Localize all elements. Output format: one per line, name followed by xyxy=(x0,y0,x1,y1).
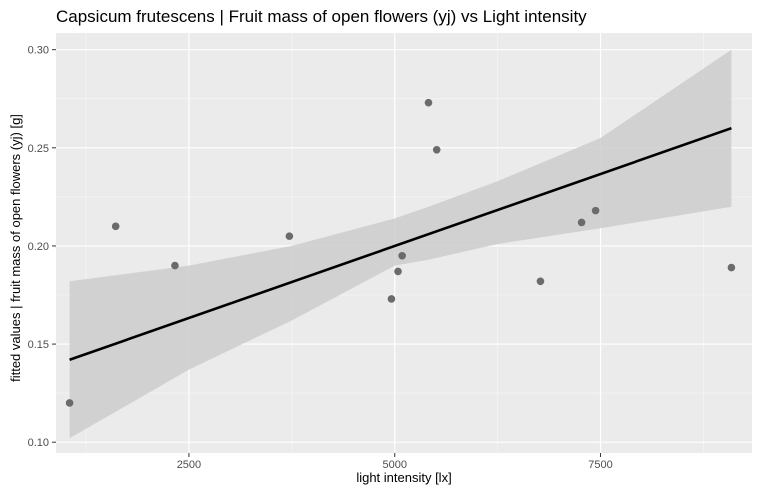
data-point xyxy=(394,267,402,276)
y-axis-title: fitted values | fruit mass of open flowe… xyxy=(8,114,23,382)
fit-line xyxy=(69,126,732,362)
x-axis-title: light intensity [lx] xyxy=(356,470,451,485)
y-tick-label: 0.10 xyxy=(28,437,49,449)
data-point xyxy=(432,145,441,154)
data-point xyxy=(398,251,406,260)
data-points xyxy=(65,98,736,407)
x-tick-label: 7500 xyxy=(588,459,612,471)
x-axis-ticks: 2500 5000 7500 xyxy=(177,453,613,471)
y-tick-label: 0.20 xyxy=(28,241,49,253)
y-tick-label: 0.30 xyxy=(28,45,49,57)
x-tick-label: 5000 xyxy=(382,459,406,471)
data-point xyxy=(387,295,396,303)
data-point xyxy=(591,206,600,215)
chart-title: Capsicum frutescens | Fruit mass of open… xyxy=(56,7,587,26)
data-point xyxy=(727,263,736,272)
y-tick-label: 0.15 xyxy=(28,339,49,351)
y-tick-label: 0.25 xyxy=(28,143,49,155)
data-point xyxy=(171,261,179,270)
y-axis-ticks: 0.10 0.15 0.20 0.25 0.30 xyxy=(28,45,56,449)
data-point xyxy=(65,399,74,407)
x-tick-label: 2500 xyxy=(177,459,201,471)
data-point xyxy=(111,222,120,231)
data-point xyxy=(424,98,433,107)
data-point xyxy=(577,218,586,227)
data-point xyxy=(536,277,545,286)
data-point xyxy=(285,232,294,240)
